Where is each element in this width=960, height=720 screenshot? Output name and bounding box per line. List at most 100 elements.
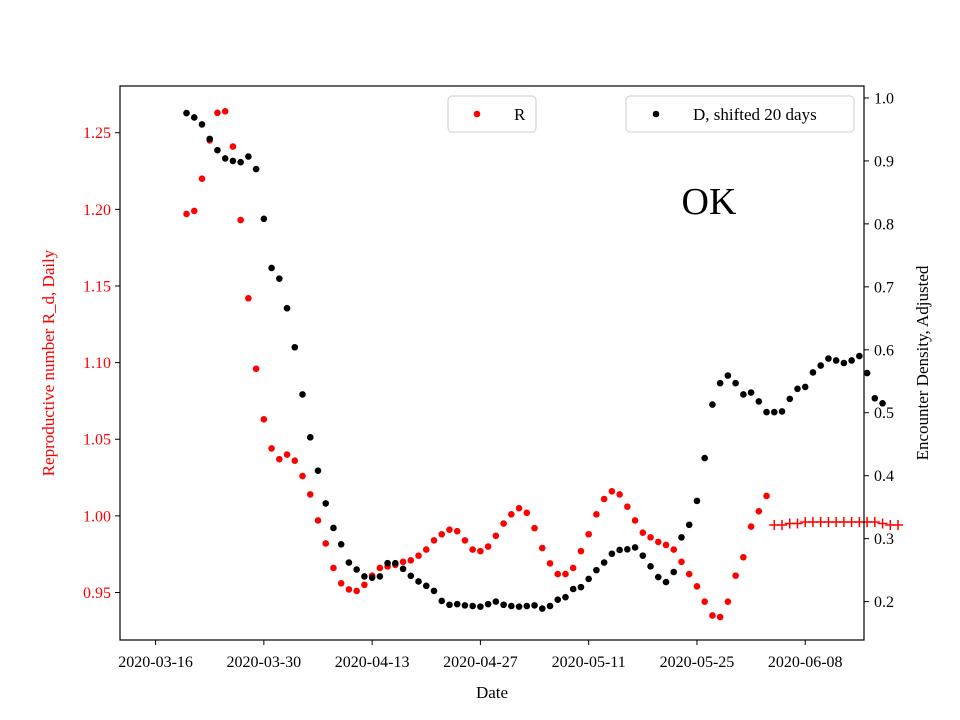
r-point — [763, 492, 770, 500]
r-point — [283, 451, 291, 458]
d-point — [523, 602, 531, 610]
d-point — [314, 467, 322, 474]
d-point — [190, 114, 198, 121]
r-point — [701, 598, 708, 605]
r-point — [183, 210, 190, 218]
r-point — [353, 587, 360, 595]
legend-d-label: D, shifted 20 days — [693, 105, 817, 124]
r-point — [508, 511, 515, 518]
d-point — [740, 391, 747, 398]
y-left-tick-label: 1.05 — [83, 432, 111, 449]
d-point — [654, 573, 662, 581]
d-point — [276, 275, 283, 282]
y-right-tick-label: 0.7 — [874, 279, 894, 296]
d-point — [422, 582, 430, 590]
r-point — [245, 294, 252, 302]
legend-r-frame — [447, 95, 537, 133]
r-point — [531, 524, 538, 532]
d-point — [407, 572, 415, 580]
d-point — [794, 385, 801, 393]
y-left-tick-label: 1.25 — [83, 125, 111, 142]
d-point — [801, 383, 809, 391]
r-point — [685, 570, 693, 578]
r-point — [330, 564, 337, 572]
r-point — [229, 143, 237, 150]
d-point — [647, 563, 654, 570]
y-left-tick-label: 1.20 — [83, 202, 111, 219]
d-point — [337, 541, 345, 548]
d-point — [840, 359, 848, 367]
r-projected-point — [877, 518, 888, 529]
y-right-tick-label: 0.3 — [874, 531, 894, 548]
r-point — [376, 564, 384, 572]
y-right-tick-label: 0.8 — [874, 216, 894, 233]
d-point — [214, 146, 221, 154]
d-point — [291, 343, 299, 351]
r-point — [709, 612, 716, 619]
r-point — [654, 538, 662, 546]
y-left-tick-label: 1.15 — [83, 278, 111, 295]
r-point — [724, 598, 732, 605]
d-point — [353, 566, 360, 573]
r-point — [260, 416, 268, 423]
y-axis-left-label: Reproductive number R_d, Daily — [39, 249, 58, 476]
d-point — [848, 357, 855, 364]
d-point — [670, 568, 678, 576]
r-point — [515, 504, 523, 512]
state-annotation: OK — [682, 181, 737, 223]
r-point — [747, 523, 755, 530]
d-point — [430, 587, 438, 595]
r-point — [461, 537, 469, 544]
y-right-tick-label: 1.0 — [874, 90, 894, 107]
r-point — [647, 534, 654, 541]
r-point — [631, 517, 639, 524]
x-tick-label: 2020-03-30 — [227, 654, 302, 671]
y-axis-right-label: Encounter Density, Adjusted — [913, 265, 932, 460]
d-point — [825, 355, 832, 362]
legend-r-marker — [473, 110, 481, 118]
d-point — [453, 600, 461, 608]
d-point — [809, 369, 817, 376]
d-point — [198, 121, 206, 128]
d-point — [330, 524, 337, 532]
d-point — [685, 521, 693, 529]
d-point — [863, 369, 871, 377]
r-point — [415, 552, 422, 560]
r-point — [538, 544, 546, 552]
r-point — [569, 564, 577, 572]
d-point — [786, 395, 794, 403]
r-point — [670, 546, 678, 553]
legend-d-frame — [625, 95, 855, 133]
d-point — [577, 583, 585, 591]
d-point — [716, 379, 724, 387]
d-point — [724, 372, 732, 379]
r-projected-point — [893, 520, 904, 531]
d-point — [531, 602, 538, 609]
r-point — [608, 488, 616, 495]
r-point — [732, 572, 739, 579]
y-right-tick-label: 0.5 — [874, 405, 894, 422]
d-point — [593, 566, 600, 574]
x-axis: 2020-03-16 2020-03-30 2020-04-13 2020-04-27… — [118, 640, 843, 671]
d-point — [368, 574, 376, 581]
d-point — [384, 559, 391, 567]
r-point — [500, 520, 507, 527]
d-point — [693, 497, 701, 505]
d-point — [585, 575, 592, 583]
r-point — [716, 613, 724, 621]
d-point — [221, 155, 229, 162]
d-point — [492, 598, 500, 605]
d-point — [515, 603, 523, 610]
r-point — [585, 530, 592, 538]
r-series — [183, 107, 770, 621]
r-point — [600, 495, 608, 503]
r-point — [306, 491, 314, 498]
d-point — [770, 408, 778, 416]
r-point — [252, 365, 260, 373]
d-point — [446, 601, 453, 609]
r-point — [291, 457, 299, 464]
x-tick-label: 2020-04-13 — [335, 654, 410, 671]
r-point — [268, 445, 275, 452]
r-point — [453, 527, 461, 535]
d-point — [732, 379, 739, 387]
